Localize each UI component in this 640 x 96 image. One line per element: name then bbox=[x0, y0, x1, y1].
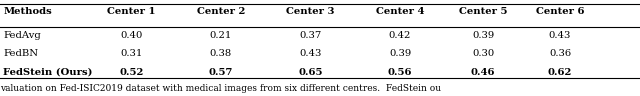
Text: Methods: Methods bbox=[3, 7, 52, 16]
Text: 0.65: 0.65 bbox=[298, 68, 323, 77]
Text: 0.62: 0.62 bbox=[548, 68, 572, 77]
Text: 0.39: 0.39 bbox=[472, 31, 494, 40]
Text: Center 3: Center 3 bbox=[286, 7, 335, 16]
Text: 0.42: 0.42 bbox=[389, 31, 411, 40]
Text: 0.38: 0.38 bbox=[210, 49, 232, 58]
Text: 0.36: 0.36 bbox=[549, 49, 571, 58]
Text: 0.57: 0.57 bbox=[209, 68, 233, 77]
Text: 0.31: 0.31 bbox=[120, 49, 142, 58]
Text: Center 1: Center 1 bbox=[107, 7, 156, 16]
Text: FedAvg: FedAvg bbox=[3, 31, 41, 40]
Text: valuation on Fed-ISIC2019 dataset with medical images from six different centres: valuation on Fed-ISIC2019 dataset with m… bbox=[0, 84, 441, 94]
Text: 0.30: 0.30 bbox=[472, 49, 494, 58]
Text: 0.52: 0.52 bbox=[119, 68, 143, 77]
Text: Center 4: Center 4 bbox=[376, 7, 424, 16]
Text: 0.40: 0.40 bbox=[120, 31, 142, 40]
Text: 0.56: 0.56 bbox=[388, 68, 412, 77]
Text: Center 6: Center 6 bbox=[536, 7, 584, 16]
Text: 0.37: 0.37 bbox=[300, 31, 321, 40]
Text: 0.39: 0.39 bbox=[389, 49, 411, 58]
Text: FedStein (Ours): FedStein (Ours) bbox=[3, 68, 93, 77]
Text: Center 2: Center 2 bbox=[196, 7, 245, 16]
Text: 0.21: 0.21 bbox=[210, 31, 232, 40]
Text: Center 5: Center 5 bbox=[459, 7, 508, 16]
Text: FedBN: FedBN bbox=[3, 49, 38, 58]
Text: 0.43: 0.43 bbox=[300, 49, 321, 58]
Text: 0.46: 0.46 bbox=[471, 68, 495, 77]
Text: 0.43: 0.43 bbox=[549, 31, 571, 40]
